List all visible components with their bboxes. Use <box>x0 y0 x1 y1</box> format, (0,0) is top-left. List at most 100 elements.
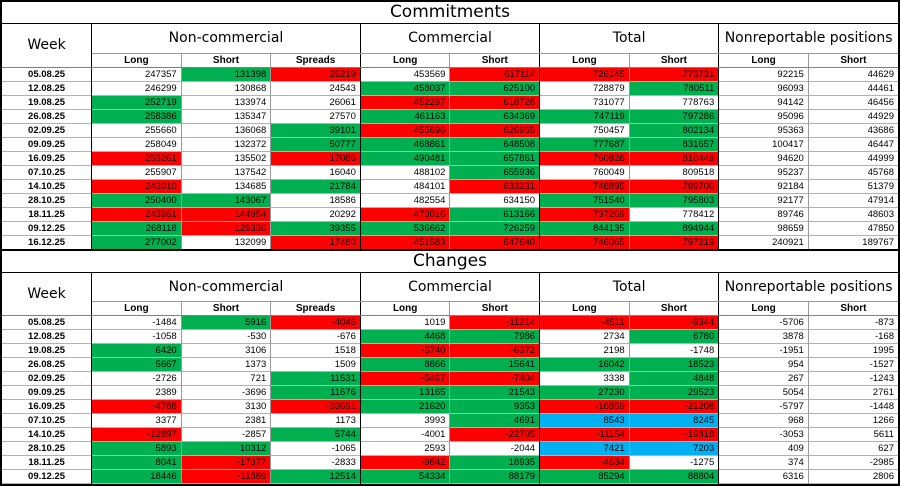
value-cell: 243961 <box>91 206 182 221</box>
value-cell: 54334 <box>359 469 450 484</box>
value-cell: 2389 <box>91 385 182 400</box>
week-cell: 16.12.25 <box>2 483 92 484</box>
value-cell: 44929 <box>807 108 898 123</box>
value-cell: 634369 <box>449 108 540 123</box>
value-cell: 1019 <box>359 315 450 330</box>
value-cell: 133974 <box>180 94 271 109</box>
value-cell: 746065 <box>539 234 630 249</box>
table-row: 16.12.2588842769-21875-85079-78619-98070… <box>2 483 898 484</box>
value-cell: -1058 <box>91 329 182 344</box>
value-cell: 647640 <box>449 234 540 249</box>
value-cell: -1484 <box>91 315 182 330</box>
value-cell: 3338 <box>539 371 630 386</box>
value-cell: -11214 <box>449 315 540 330</box>
value-cell: 5916 <box>180 315 271 330</box>
table-row: 16.09.25 253261 135502 17086 490481 657861 760… <box>2 150 898 165</box>
subcolumn-header: Short <box>628 301 719 316</box>
value-cell: 92184 <box>718 178 809 193</box>
value-cell: 468861 <box>359 136 450 151</box>
value-cell: 48603 <box>807 206 898 221</box>
week-header: Week <box>2 272 93 316</box>
value-cell: -2857 <box>180 427 271 442</box>
week-cell: 26.08.25 <box>2 357 92 372</box>
value-cell: 728879 <box>539 80 630 95</box>
table-row: 14.10.25 -12897 -2857 5744 -4001 -22705 -11154… <box>2 427 898 442</box>
value-cell: 85294 <box>539 469 630 484</box>
section-changes: Changes Week Non-commercial Commercial Tota… <box>2 248 898 484</box>
value-cell: 778763 <box>628 94 719 109</box>
value-cell: 802134 <box>628 122 719 137</box>
value-cell: 657861 <box>449 150 540 165</box>
value-cell: 137542 <box>180 164 271 179</box>
week-cell: 09.12.25 <box>2 469 92 484</box>
value-cell: 6420 <box>91 343 182 358</box>
group-header: Commercial <box>359 24 540 54</box>
week-cell: 18.11.25 <box>2 455 92 470</box>
value-cell: 8041 <box>91 455 182 470</box>
table-row: 26.08.25 258386 135347 27570 461163 634369 747… <box>2 108 898 123</box>
value-cell: 5893 <box>91 441 182 456</box>
value-cell: 7421 <box>539 441 630 456</box>
value-cell: 3106 <box>180 343 271 358</box>
table-row: 16.09.25 -4788 3130 -33691 21620 9353 -16859 -2… <box>2 399 898 414</box>
week-cell: 09.09.25 <box>2 385 92 400</box>
value-cell: 43686 <box>807 122 898 137</box>
group-header: Nonreportable positions <box>718 24 898 54</box>
subcolumn-header: Long <box>91 301 182 316</box>
subcolumn-header: Short <box>449 53 540 68</box>
value-cell: 773731 <box>628 67 719 81</box>
subcolumn-header: Long <box>718 301 809 316</box>
value-cell: 250400 <box>91 192 182 207</box>
value-cell: 132099 <box>180 234 271 249</box>
value-cell: 726259 <box>449 220 540 235</box>
value-cell: 648508 <box>449 136 540 151</box>
value-cell: 809518 <box>628 164 719 179</box>
value-cell: 267 <box>718 371 809 386</box>
value-cell: 15641 <box>449 357 540 372</box>
value-cell: -21875 <box>270 483 361 484</box>
week-cell: 12.08.25 <box>2 329 92 344</box>
value-cell: 453569 <box>359 67 450 81</box>
subcolumn-header: Short <box>449 301 540 316</box>
value-cell: 2593 <box>359 441 450 456</box>
value-cell: -5706 <box>718 315 809 330</box>
value-cell: -5467 <box>359 371 450 386</box>
value-cell: 731077 <box>539 94 630 109</box>
value-cell: -85079 <box>359 483 450 484</box>
value-cell: 1173 <box>270 413 361 428</box>
value-cell: 760828 <box>539 150 630 165</box>
commitments-title: Commitments <box>2 2 898 24</box>
value-cell: -3053 <box>718 427 809 442</box>
value-cell: 726145 <box>539 67 630 81</box>
value-cell: 844135 <box>539 220 630 235</box>
subcolumn-header: Long <box>718 53 809 68</box>
value-cell: -1448 <box>807 399 898 414</box>
value-cell: 1509 <box>270 357 361 372</box>
subcolumn-header: Short <box>807 53 898 68</box>
value-cell: 98659 <box>718 220 809 235</box>
week-cell: 14.10.25 <box>2 178 92 193</box>
value-cell: 143067 <box>180 192 271 207</box>
value-cell: 92177 <box>718 192 809 207</box>
value-cell: -17377 <box>180 455 271 470</box>
value-cell: 750457 <box>539 122 630 137</box>
value-cell: 810449 <box>628 150 719 165</box>
value-cell: 130868 <box>180 80 271 95</box>
group-header: Total <box>539 272 719 302</box>
value-cell: -530 <box>180 329 271 344</box>
value-cell: 50777 <box>270 136 361 151</box>
value-cell: 189767 <box>807 234 898 249</box>
value-cell: 748895 <box>539 178 630 193</box>
value-cell: 777687 <box>539 136 630 151</box>
value-cell: 13165 <box>359 385 450 400</box>
value-cell: 141917 <box>807 483 898 484</box>
value-cell: 3130 <box>180 399 271 414</box>
value-cell: 452297 <box>359 94 450 109</box>
value-cell: 3993 <box>359 413 450 428</box>
value-cell: 455696 <box>359 122 450 137</box>
table-row: 05.08.25 -1484 5916 -4046 1019 -11214 -4511 -93… <box>2 315 898 330</box>
value-cell: -1527 <box>807 357 898 372</box>
value-cell: 129330 <box>180 220 271 235</box>
value-cell: 10312 <box>180 441 271 456</box>
value-cell: 8866 <box>359 357 450 372</box>
